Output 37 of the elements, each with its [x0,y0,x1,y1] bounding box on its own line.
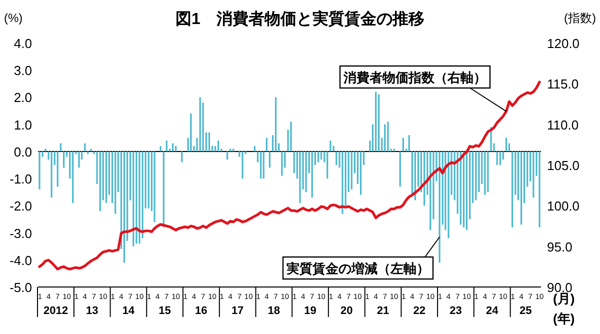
y-tick-label: -2.0 [10,198,32,214]
text: 2012 [43,305,68,317]
text: (年) [553,311,575,326]
text: 消費者物価指数（右軸） [342,70,486,85]
y-tick-label: 4.0 [14,36,32,51]
y2-tick-label: 115.0 [547,76,579,92]
y-tick-label: -5.0 [10,280,32,295]
text: 25 [520,305,532,317]
y2-tick-label: 95.0 [547,239,572,254]
text: 20 [340,305,353,317]
text: 21 [376,305,390,317]
y-tick-label: -1.0 [10,172,32,187]
y2-tick-label: 105.0 [547,158,580,173]
y-axis-title: (%) [4,11,23,25]
text: 22 [413,305,426,317]
text: 13 [86,305,98,317]
text: 23 [450,305,462,317]
y-tick-label: 2.0 [14,90,32,106]
y2-tick-label: 120.0 [547,36,580,51]
text: 19 [304,305,316,317]
text: 14 [122,305,136,317]
y-tick-label: -4.0 [10,252,32,268]
text: 17 [231,305,244,317]
x-axis-title: (月) [553,291,575,306]
y-tick-label: 1.0 [14,117,32,132]
series-label: 実質賃金の増減（左軸） [286,261,430,276]
chart-title: 図1 消費者物価と実質賃金の推移 [176,9,424,28]
text: 24 [486,305,500,317]
text: 16 [195,305,208,317]
y-tick-label: -3.0 [10,226,32,241]
y2-tick-label: 110.0 [547,117,579,132]
y2-tick-label: 100.0 [547,198,580,214]
y2-axis-title: (指数) [564,11,596,25]
y-tick-label: 0.0 [14,144,32,160]
text: 18 [268,305,280,317]
text: 15 [158,305,171,317]
y-tick-label: 3.0 [14,63,32,78]
